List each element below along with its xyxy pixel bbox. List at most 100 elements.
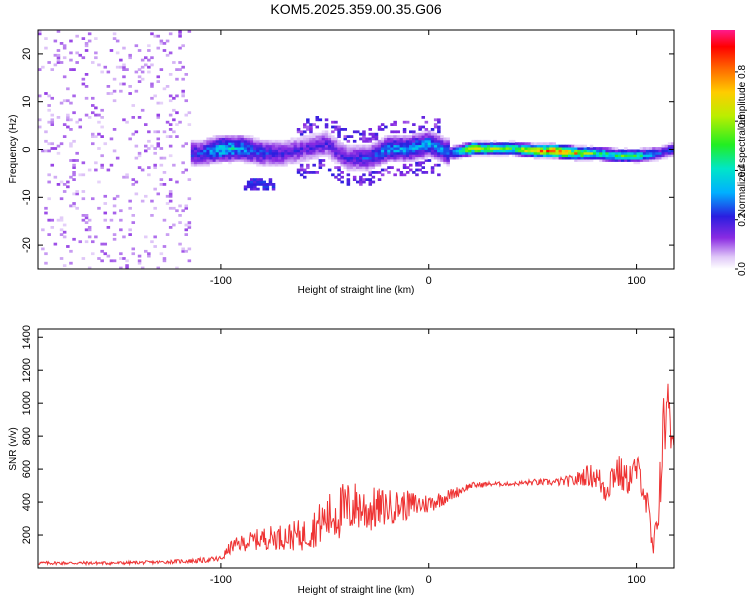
spectrogram-cell: [231, 149, 235, 153]
spectrogram-cell: [228, 149, 232, 153]
spectrogram-cell: [352, 178, 357, 181]
spectrogram-cell: [399, 173, 404, 177]
spectrogram-cell: [296, 154, 301, 158]
spectrogram-cell: [62, 235, 67, 239]
spectrogram-cell: [94, 113, 98, 117]
spectrogram-cell: [309, 128, 313, 131]
spectrogram-cell: [175, 180, 179, 184]
spectrogram-cell: [200, 161, 204, 165]
spectrogram-cell: [296, 142, 301, 146]
spectrogram-cell: [440, 147, 444, 150]
spectrogram-cell: [156, 101, 161, 105]
spectrogram-cell: [337, 178, 341, 181]
snr-xtick-label: 100: [627, 574, 645, 586]
spectrogram-cell: [614, 156, 619, 160]
spectrogram-cell: [402, 137, 407, 141]
colorbar-tick-label: 0.4: [737, 163, 748, 177]
spectrogram-cell: [465, 151, 469, 155]
spectrogram-cell: [571, 154, 575, 158]
spectrogram-cell: [639, 154, 644, 158]
spectrogram-cell: [356, 166, 360, 169]
spectrogram-cell: [486, 151, 491, 155]
spectrogram-cell: [362, 149, 366, 153]
spectrogram-cell: [268, 151, 273, 155]
spectrogram-cell: [611, 151, 616, 155]
spectrogram-cell: [409, 159, 413, 162]
spectrogram-cell: [371, 156, 376, 160]
spectrogram-cell: [243, 159, 248, 162]
spectrogram-cell: [206, 147, 210, 150]
spectrogram-cell: [218, 154, 223, 158]
spectrogram-cell: [312, 163, 316, 167]
spectrogram-cell: [380, 128, 385, 131]
spectrogram-cell: [399, 171, 404, 174]
spectrogram-cell: [359, 137, 363, 141]
spectrogram-cell: [592, 151, 597, 155]
spectrogram-cell: [474, 139, 479, 143]
spectrogram-cell: [455, 156, 460, 160]
spectrogram-cell: [337, 144, 341, 148]
spectrogram-cell: [421, 151, 426, 155]
spectrogram-cell: [240, 139, 245, 143]
spectrogram-cell: [221, 154, 226, 158]
spectrogram-cell: [667, 154, 672, 158]
spectrogram-cell: [181, 92, 185, 95]
spectrogram-cell: [430, 132, 435, 136]
spectrogram-cell: [147, 58, 151, 62]
spectrogram-cell: [352, 159, 357, 162]
spectrogram-cell: [265, 161, 270, 165]
spectrogram-cell: [184, 249, 189, 253]
spectrogram-cell: [440, 154, 444, 158]
spectrogram-cell: [574, 156, 578, 160]
spectrogram-cell: [449, 149, 454, 153]
spectrogram-cell: [153, 147, 157, 150]
spectrogram-cell: [636, 151, 641, 155]
spectrogram-cell: [368, 154, 373, 158]
spectrogram-cell: [115, 194, 120, 198]
spectrogram-cell: [268, 149, 273, 153]
spectrogram-cell: [296, 149, 301, 153]
spectrogram-cell: [359, 183, 363, 186]
spectrogram-cell: [303, 125, 307, 129]
spectrogram-cell: [256, 161, 260, 165]
spectrogram-cell: [218, 149, 223, 153]
spectrogram-cell: [365, 147, 369, 150]
spectrogram-cell: [362, 137, 366, 141]
spectrogram-cell: [206, 149, 210, 153]
spectrogram-cell: [293, 139, 298, 143]
spectrogram-cell: [405, 166, 410, 169]
spectrogram-cell: [225, 144, 229, 148]
spectrogram-cell: [281, 144, 285, 148]
spectrogram-cell: [284, 159, 288, 162]
spectrogram-cell: [568, 154, 572, 158]
spectrogram-cell: [334, 166, 338, 169]
snr-ytick-label: 800: [21, 427, 33, 445]
spectrogram-cell: [122, 175, 126, 179]
spectrogram-cell: [418, 161, 422, 165]
spectrogram-cell: [349, 149, 354, 153]
spectrogram-cell: [490, 142, 494, 146]
spectrogram-cell: [122, 75, 126, 79]
spectrogram-cell: [231, 139, 235, 143]
spectrogram-cell: [670, 142, 675, 146]
spectrogram-cell: [147, 65, 151, 69]
spectrogram-cell: [533, 144, 538, 148]
spectrogram-cell: [352, 163, 357, 167]
spectrogram-cell: [97, 147, 101, 150]
spectrogram-cell: [499, 142, 503, 146]
spectrogram-cell: [209, 147, 214, 150]
spectrogram-cell: [209, 161, 214, 165]
spectrogram-cell: [359, 159, 363, 162]
spectrogram-cell: [356, 147, 360, 150]
spectrogram-cell: [327, 154, 332, 158]
spectrogram-cell: [97, 180, 101, 184]
spectrogram-cell: [589, 159, 594, 162]
spectrogram-cell: [62, 183, 67, 186]
spectrogram-cell: [59, 42, 64, 45]
spectrogram-cell: [271, 159, 276, 162]
spectrogram-cell: [346, 139, 351, 143]
spectrogram-cell: [62, 230, 67, 234]
spectrogram-cell: [109, 49, 114, 52]
spectrogram-cell: [309, 139, 313, 143]
spectrogram-cell: [552, 144, 556, 148]
